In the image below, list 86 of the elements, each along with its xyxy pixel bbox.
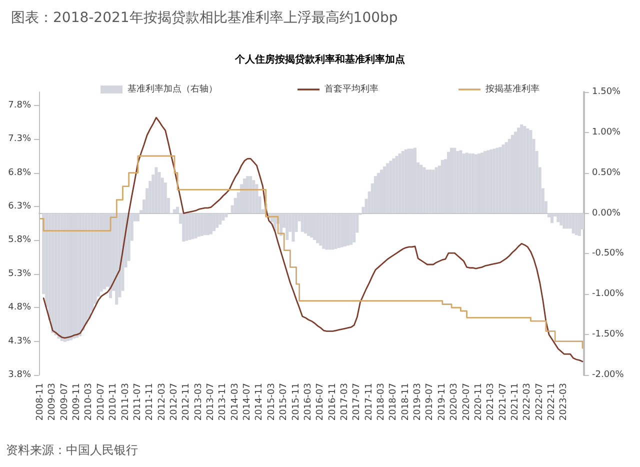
y-tick-label: 7.8% bbox=[8, 100, 32, 110]
y2-tick-label: 1.50% bbox=[592, 87, 622, 97]
x-tick-label: 2021-03 bbox=[486, 383, 496, 421]
x-tick-label: 2014-03 bbox=[230, 383, 240, 421]
x-tick-label: 2011-07 bbox=[132, 383, 143, 421]
y2-tick-label: -1.50% bbox=[592, 330, 624, 340]
bar bbox=[176, 206, 180, 214]
y-tick-label: 6.3% bbox=[8, 202, 32, 212]
x-tick-label: 2013-03 bbox=[194, 383, 204, 421]
bar bbox=[255, 184, 258, 214]
x-tick-label: 2009-07 bbox=[60, 383, 70, 421]
x-tick-label: 2010-03 bbox=[84, 383, 94, 421]
y-tick-label: 5.8% bbox=[8, 235, 32, 246]
bar bbox=[115, 213, 118, 305]
bar bbox=[550, 213, 554, 223]
x-tick-label: 2022-03 bbox=[522, 383, 533, 421]
x-tick-label: 2013-07 bbox=[206, 383, 216, 421]
x-tick-label: 2015-07 bbox=[279, 383, 290, 421]
y2-tick-label: -2.00% bbox=[592, 370, 624, 380]
x-tick-label: 2022-11 bbox=[547, 383, 558, 421]
x-tick-label: 2012-03 bbox=[157, 383, 168, 421]
line-series bbox=[42, 116, 584, 362]
bar bbox=[182, 213, 186, 242]
x-tick-label: 2010-11 bbox=[108, 383, 119, 421]
y2-tick-label: -1.00% bbox=[592, 289, 624, 300]
x-tick-label: 2019-03 bbox=[413, 383, 424, 421]
bar bbox=[556, 213, 560, 222]
x-tick-label: 2020-07 bbox=[462, 383, 472, 421]
x-tick-label: 2009-11 bbox=[72, 383, 82, 421]
bar bbox=[172, 209, 176, 214]
x-tick-label: 2008-11 bbox=[36, 383, 46, 421]
x-tick-label: 2019-11 bbox=[437, 383, 448, 421]
x-tick-label: 2015-03 bbox=[266, 383, 277, 421]
y-tick-label: 4.3% bbox=[8, 336, 32, 346]
y2-tick-label: 0.00% bbox=[592, 208, 622, 218]
y2-tick-label: -0.50% bbox=[592, 248, 624, 259]
bar bbox=[280, 213, 283, 236]
y-tick-label: 6.8% bbox=[8, 168, 32, 178]
x-tick-label: 2013-11 bbox=[218, 383, 228, 421]
x-tick-label: 2010-07 bbox=[96, 383, 106, 421]
x-tick-label: 2021-07 bbox=[498, 383, 508, 421]
x-tick-label: 2012-07 bbox=[169, 383, 180, 421]
x-tick-label: 2016-11 bbox=[328, 383, 338, 421]
legend-label: 按揭基准利率 bbox=[486, 84, 540, 94]
x-tick-label: 2018-07 bbox=[388, 383, 399, 421]
x-tick-label: 2018-11 bbox=[400, 383, 411, 421]
bar bbox=[292, 213, 295, 242]
chart-subtitle: 个人住房按揭贷款利率和基准利率加点 bbox=[234, 54, 405, 66]
x-tick-label: 2018-03 bbox=[376, 383, 387, 421]
text: 资料来源：中国人民银行 bbox=[6, 443, 138, 457]
y-tick-label: 7.3% bbox=[8, 134, 32, 144]
x-tick-label: 2014-07 bbox=[242, 383, 253, 421]
x-tick-label: 2017-07 bbox=[352, 383, 362, 421]
x-tick-label: 2014-11 bbox=[254, 383, 265, 421]
x-tick-label: 2015-11 bbox=[291, 383, 302, 421]
y2-tick-label: 0.50% bbox=[592, 168, 622, 178]
bar bbox=[560, 213, 563, 226]
bar bbox=[300, 213, 304, 232]
x-tick-label: 2020-03 bbox=[450, 383, 460, 421]
x-tick-label: 2023-03 bbox=[559, 383, 570, 421]
x-tick-label: 2009-03 bbox=[48, 383, 58, 421]
y-tick-label: 5.3% bbox=[8, 268, 32, 279]
y-tick-label: 4.8% bbox=[8, 302, 32, 313]
x-tick-label: 2019-07 bbox=[425, 383, 436, 421]
bar bbox=[136, 213, 140, 222]
x-tick-label: 2017-11 bbox=[364, 383, 374, 421]
legend-label: 首套平均利率 bbox=[324, 84, 378, 94]
x-tick-label: 2020-11 bbox=[474, 383, 484, 421]
bar bbox=[224, 213, 228, 218]
x-tick-label: 2016-07 bbox=[316, 383, 326, 421]
y-tick-label: 3.8% bbox=[8, 370, 32, 380]
x-tick-label: 2017-03 bbox=[340, 383, 350, 421]
x-tick-label: 2011-11 bbox=[145, 383, 156, 421]
bar bbox=[286, 213, 289, 240]
x-tick-label: 2021-11 bbox=[510, 383, 520, 421]
x-tick-label: 2012-11 bbox=[182, 383, 192, 421]
bar bbox=[218, 213, 222, 225]
bar bbox=[352, 213, 356, 242]
chart-title: 图表：2018-2021年按揭贷款相比基准利率上浮最高约100bp bbox=[11, 10, 398, 26]
y2-tick-label: 1.00% bbox=[592, 127, 622, 138]
bar bbox=[222, 213, 225, 221]
x-tick-label: 2022-07 bbox=[534, 383, 545, 421]
x-tick-label: 2016-03 bbox=[303, 383, 314, 421]
legend-label: 基准利率加点（右轴） bbox=[128, 84, 218, 94]
bar bbox=[216, 213, 219, 228]
x-tick-label: 2011-03 bbox=[120, 383, 131, 421]
